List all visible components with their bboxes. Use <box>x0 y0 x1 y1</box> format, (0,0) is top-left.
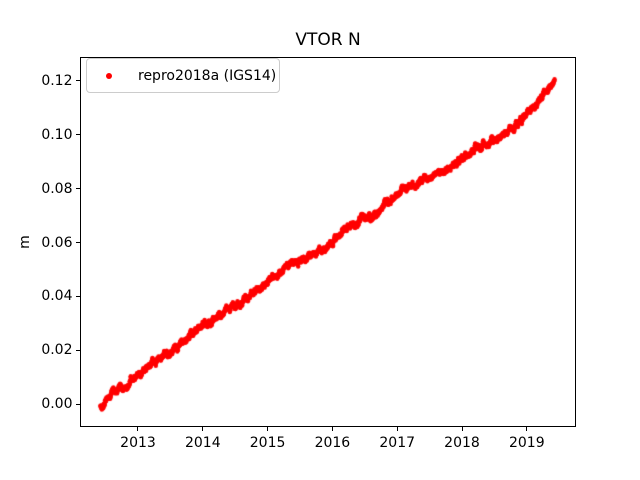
y-tick-mark <box>76 134 80 136</box>
y-tick-mark <box>76 188 80 190</box>
axes-frame <box>80 57 576 427</box>
x-tick-label: 2014 <box>184 435 221 451</box>
y-tick-label: 0.04 <box>41 288 73 305</box>
x-tick-label: 2017 <box>379 435 416 451</box>
y-tick-label: 0.02 <box>41 342 73 359</box>
x-tick-mark <box>331 427 333 431</box>
legend-entry-label: repro2018a (IGS14) <box>138 67 277 84</box>
y-tick-label: 0.10 <box>41 126 73 143</box>
y-tick-mark <box>76 403 80 405</box>
legend-box: repro2018a (IGS14) <box>86 58 280 93</box>
x-tick-label: 2013 <box>120 435 156 451</box>
x-tick-label: 2015 <box>249 435 286 451</box>
x-tick-mark <box>202 427 204 431</box>
y-tick-label: 0.06 <box>41 234 73 251</box>
y-tick-label: 0.00 <box>41 396 73 413</box>
x-tick-label: 2018 <box>444 435 480 451</box>
y-tick-mark <box>76 349 80 351</box>
y-tick-mark <box>76 242 80 244</box>
x-tick-label: 2016 <box>314 435 351 451</box>
x-tick-mark <box>526 427 528 431</box>
x-tick-mark <box>396 427 398 431</box>
x-tick-mark <box>461 427 463 431</box>
x-tick-mark <box>267 427 269 431</box>
y-tick-mark <box>76 80 80 82</box>
x-tick-label: 2019 <box>508 435 545 451</box>
legend-marker-dot-icon <box>106 72 112 79</box>
y-tick-label: 0.08 <box>41 180 73 197</box>
y-tick-mark <box>76 295 80 297</box>
y-tick-label: 0.12 <box>41 72 73 89</box>
x-tick-mark <box>137 427 139 431</box>
